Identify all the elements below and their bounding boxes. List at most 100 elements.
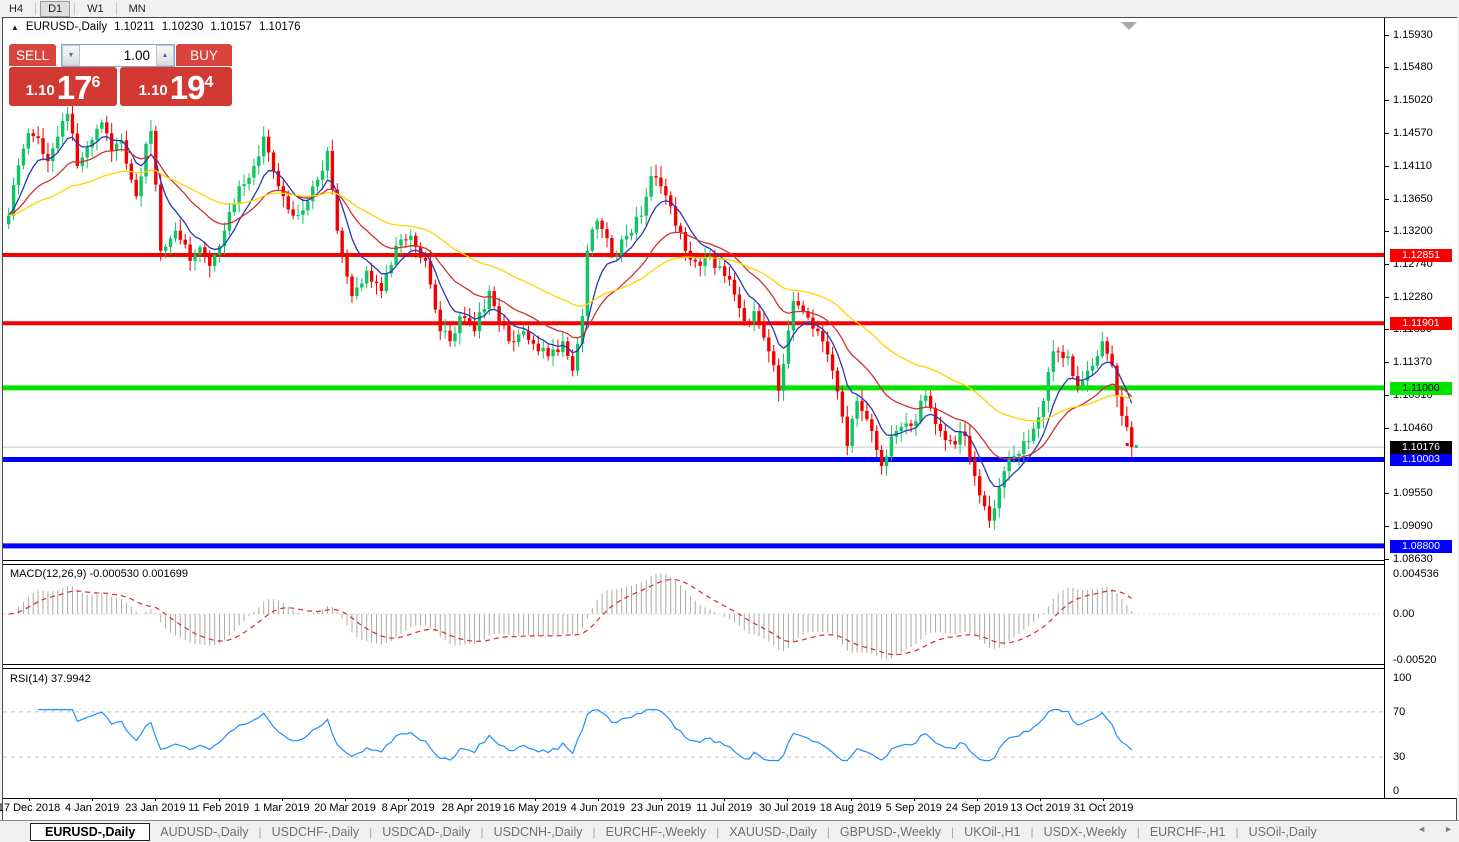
toolbar-separator <box>115 2 117 15</box>
date-tick-label: 23 Jun 2019 <box>630 802 692 814</box>
chart-tab-audusd-daily[interactable]: AUDUSD-,Daily <box>160 825 249 839</box>
rsi-axis-label: 30 <box>1393 751 1406 764</box>
price-tick-mark <box>1385 395 1389 397</box>
chart-tab-usdcad-daily[interactable]: USDCAD-,Daily <box>382 825 471 839</box>
macd-indicator-label: MACD(12,26,9) -0.000530 0.001699 <box>10 568 188 580</box>
volume-spinner: ▼ 1.00 ▲ <box>61 44 175 67</box>
price-axis[interactable]: 1.15930 1.15480 1.15020 1.14570 1.14110 1.136… <box>1384 18 1457 798</box>
date-tick-mark <box>597 798 599 801</box>
macd-signal-line <box>8 578 1133 656</box>
chart-tab-usdchf-daily[interactable]: USDCHF-,Daily <box>271 825 360 839</box>
chart-tab-gbpusd-weekly[interactable]: GBPUSD-,Weekly <box>839 825 942 839</box>
price-tick-mark <box>1385 362 1389 364</box>
symbol-name: EURUSD-,Daily <box>25 21 108 33</box>
price-tick-label: 1.14110 <box>1393 159 1432 172</box>
chart-tab-eurusd-daily[interactable]: EURUSD-,Daily <box>30 823 151 841</box>
level-price-label: 1.12851 <box>1390 249 1452 263</box>
macd-histogram-layer <box>18 573 1133 660</box>
date-tick-mark <box>218 798 220 801</box>
ask-marker-dot <box>1134 445 1138 449</box>
chart-tab-eurchf-h1[interactable]: EURCHF-,H1 <box>1149 825 1226 839</box>
date-tick-label: 24 Sep 2019 <box>945 802 1009 814</box>
buy-price-big-digits: 19 <box>169 69 206 106</box>
rsi-panel[interactable]: RSI(14) 37.9942 <box>3 670 1384 798</box>
volume-input[interactable]: 1.00 <box>123 48 150 63</box>
price-tick-label: 1.14570 <box>1393 126 1433 139</box>
price-tick-mark <box>1385 100 1389 102</box>
symbol-marker-triangle-icon: ▲ <box>11 22 19 32</box>
date-tick-label: 31 Oct 2019 <box>1073 802 1134 814</box>
chart-tab-usdcnh-daily[interactable]: USDCNH-,Daily <box>493 825 583 839</box>
price-tick-label: 1.15480 <box>1393 61 1433 74</box>
timeframe-button-mn[interactable]: MN <box>128 2 146 15</box>
tab-separator: | <box>258 825 262 839</box>
price-tick-mark <box>1385 329 1389 331</box>
tab-scroll-left-icon[interactable]: ◄ <box>1417 824 1427 834</box>
macd-chart-svg[interactable] <box>3 565 1384 665</box>
chart-tab-ukoil-h1[interactable]: UKOil-,H1 <box>964 825 1021 839</box>
ohlc-high: 1.10230 <box>161 21 204 33</box>
buy-price-button[interactable]: 1.10 19 4 <box>120 67 232 106</box>
chart-tab-usdx-weekly[interactable]: USDX-,Weekly <box>1043 825 1127 839</box>
macd-panel[interactable]: MACD(12,26,9) -0.000530 0.001699 <box>3 565 1384 665</box>
volume-decrease-button[interactable]: ▼ <box>62 45 80 66</box>
moving-average-line[interactable] <box>8 169 1132 422</box>
price-tick-label: 1.15020 <box>1393 94 1433 107</box>
date-tick-mark <box>787 798 789 801</box>
date-tick-label: 4 Jun 2019 <box>570 802 626 814</box>
buy-button[interactable]: BUY <box>176 44 232 66</box>
tab-separator: | <box>826 825 830 839</box>
date-tick-mark <box>977 798 978 801</box>
price-tick-label: 1.11370 <box>1393 356 1432 369</box>
tab-separator: | <box>1030 825 1034 839</box>
chevron-down-icon: ▼ <box>67 52 75 59</box>
chart-tab-xauusd-daily[interactable]: XAUUSD-,Daily <box>729 825 817 839</box>
timeframe-button-h4[interactable]: H4 <box>9 2 24 15</box>
tab-separator: | <box>369 825 373 839</box>
date-tick-mark <box>724 798 726 801</box>
scroll-to-end-marker-icon[interactable] <box>1121 22 1137 30</box>
sell-price-prefix: 1.10 <box>25 82 55 99</box>
timeframe-button-d1[interactable]: D1 <box>40 0 71 17</box>
tab-separator: | <box>716 825 720 839</box>
symbol-ohlc-line: ▲ EURUSD-,Daily 1.10211 1.10230 1.10157 … <box>11 21 301 33</box>
date-tick-label: 18 Aug 2019 <box>819 802 882 814</box>
toolbar-separator <box>74 2 76 15</box>
one-click-trading-widget: SELL ▼ 1.00 ▲ BUY 1.10 17 6 1.10 19 <box>9 44 232 106</box>
panel-splitter[interactable] <box>3 560 1456 565</box>
toolbar-separator <box>35 2 37 15</box>
sell-price-superscript: 6 <box>91 74 101 91</box>
sell-button[interactable]: SELL <box>9 44 56 66</box>
date-tick-label: 5 Sep 2019 <box>885 802 942 814</box>
date-tick-mark <box>29 798 30 801</box>
price-tick-label: 1.09090 <box>1393 520 1433 533</box>
tab-separator: | <box>1235 825 1239 839</box>
level-price-label: 1.08800 <box>1390 539 1452 553</box>
price-chart-svg[interactable] <box>3 18 1384 561</box>
price-panel[interactable]: ▲ EURUSD-,Daily 1.10211 1.10230 1.10157 … <box>3 18 1384 561</box>
timeframe-button-w1[interactable]: W1 <box>87 2 104 15</box>
rsi-indicator-label: RSI(14) 37.9942 <box>10 673 91 685</box>
chart-tab-usoil-daily[interactable]: USOil-,Daily <box>1248 825 1317 839</box>
timeframe-toolbar: H4 D1 W1 MN <box>0 0 1459 18</box>
volume-increase-button[interactable]: ▲ <box>156 45 174 66</box>
tab-scroll-arrows: ◄ ► <box>1417 824 1453 834</box>
rsi-chart-svg[interactable] <box>3 670 1384 798</box>
tab-scroll-right-icon[interactable]: ► <box>1444 824 1453 834</box>
date-axis[interactable]: 17 Dec 2018 4 Jan 2019 23 Jan 2019 11 Feb 2… <box>0 798 1384 819</box>
date-tick-mark <box>1103 798 1105 801</box>
price-tick-label: 1.09550 <box>1393 487 1433 499</box>
price-tick-mark <box>1385 297 1389 299</box>
date-tick-mark <box>345 798 346 801</box>
moving-average-line[interactable] <box>8 135 1133 488</box>
moving-average-line[interactable] <box>8 148 1133 460</box>
chart-tab-eurchf-weekly[interactable]: EURCHF-,Weekly <box>605 825 707 839</box>
price-tick-mark <box>1385 198 1389 200</box>
rsi-line <box>38 708 1133 762</box>
price-tick-mark <box>1385 559 1389 561</box>
panel-bottom-border <box>3 798 1456 799</box>
date-tick-label: 1 Mar 2019 <box>253 802 310 814</box>
panel-splitter[interactable] <box>3 664 1456 669</box>
sell-price-button[interactable]: 1.10 17 6 <box>9 67 117 106</box>
